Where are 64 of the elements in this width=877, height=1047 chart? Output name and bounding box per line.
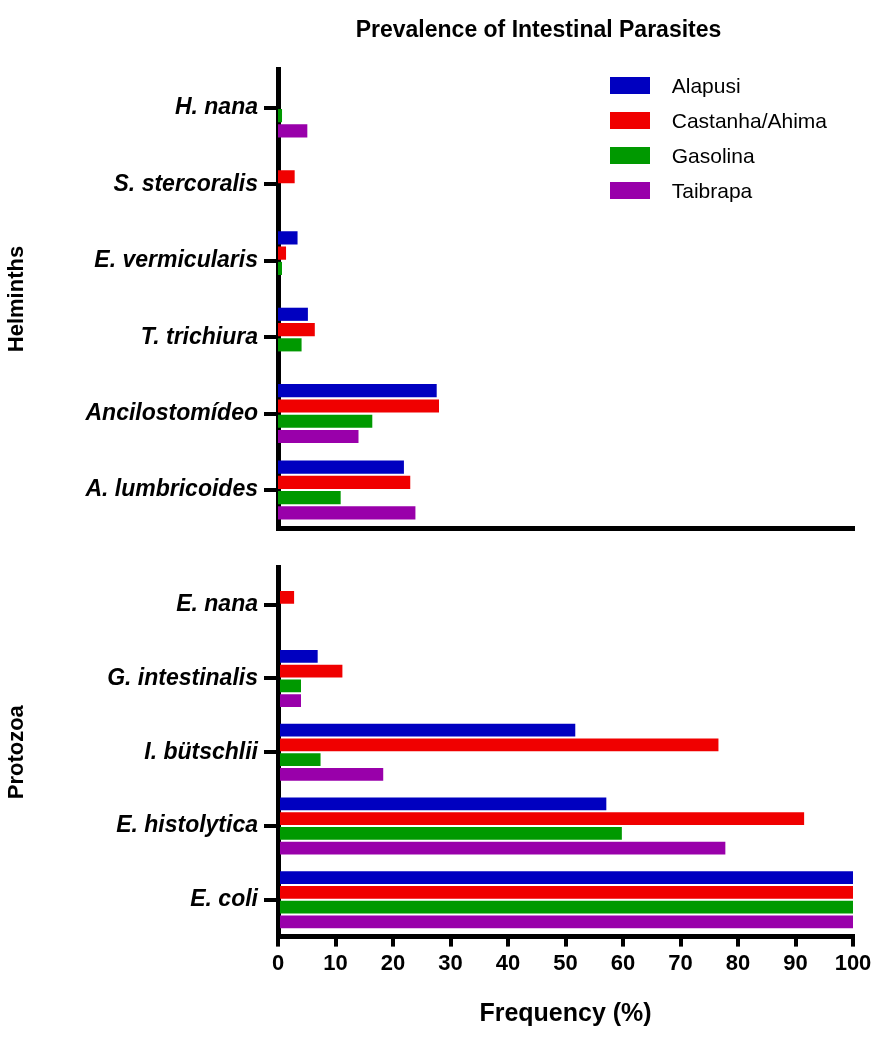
y-tick-label: S. stercoralis: [113, 169, 258, 196]
bar: [280, 753, 321, 766]
y-tick-label: A. lumbricoides: [84, 475, 258, 502]
bar: [278, 261, 283, 276]
bar: [280, 738, 719, 752]
bar: [280, 649, 318, 663]
y-axis-title: Protozoa: [3, 704, 29, 800]
x-tick-label: 100: [834, 949, 872, 975]
x-tick-label: 30: [438, 949, 463, 975]
y-tick-label: T. trichiura: [140, 322, 259, 349]
x-tick-label: 40: [495, 949, 521, 975]
bar: [278, 460, 404, 474]
chart-title: Prevalence of Intestinal Parasites: [354, 15, 723, 44]
bar: [278, 399, 439, 413]
bar: [278, 246, 287, 260]
bar: [278, 429, 359, 444]
x-tick-label: 10: [323, 949, 348, 975]
bar: [280, 841, 726, 855]
x-tick-label: 80: [725, 949, 751, 975]
y-tick-label: G. intestinalis: [107, 663, 258, 690]
bar: [280, 767, 384, 781]
x-tick-label: 70: [668, 949, 693, 975]
bar: [280, 679, 301, 693]
bar: [280, 871, 853, 884]
x-tick-label: 20: [380, 949, 406, 975]
legend-label: Castanha/Ahima: [671, 108, 827, 133]
legend-label: Alapusi: [671, 73, 741, 98]
bar: [278, 338, 302, 352]
x-tick-label: 50: [553, 949, 578, 975]
y-tick-label: E. nana: [176, 590, 259, 617]
bar: [280, 664, 343, 678]
x-tick-label: 60: [610, 949, 636, 975]
legend-label: Taibrapa: [671, 178, 753, 203]
bar: [278, 231, 298, 245]
bar: [280, 915, 853, 929]
bar: [278, 384, 437, 398]
bar: [278, 170, 295, 184]
bar: [278, 307, 308, 321]
bar: [278, 124, 308, 138]
bar: [278, 322, 315, 337]
bar: [280, 812, 805, 825]
x-tick-label: 90: [783, 949, 808, 975]
bar: [280, 590, 295, 604]
bar: [278, 491, 341, 505]
bar: [280, 723, 576, 737]
bar: [280, 900, 853, 914]
bar: [278, 109, 283, 123]
y-axis-title: Helminths: [3, 245, 29, 353]
bar: [280, 886, 853, 899]
y-tick-label: H. nana: [174, 93, 259, 120]
bar: [278, 414, 373, 428]
y-tick-label: Ancilostomídeo: [84, 398, 258, 425]
bar: [280, 797, 607, 811]
bar: [278, 475, 411, 489]
bar: [280, 826, 622, 840]
x-axis-title: Frequency (%): [479, 997, 652, 1026]
bar: [278, 506, 416, 520]
bar: [280, 694, 301, 707]
y-tick-label: E. coli: [190, 885, 259, 912]
y-tick-label: E. histolytica: [116, 811, 259, 838]
y-tick-label: I. bütschlii: [144, 737, 259, 764]
x-tick-label: 0: [271, 949, 285, 975]
legend-label: Gasolina: [671, 143, 755, 168]
y-tick-label: E. vermicularis: [94, 246, 258, 273]
